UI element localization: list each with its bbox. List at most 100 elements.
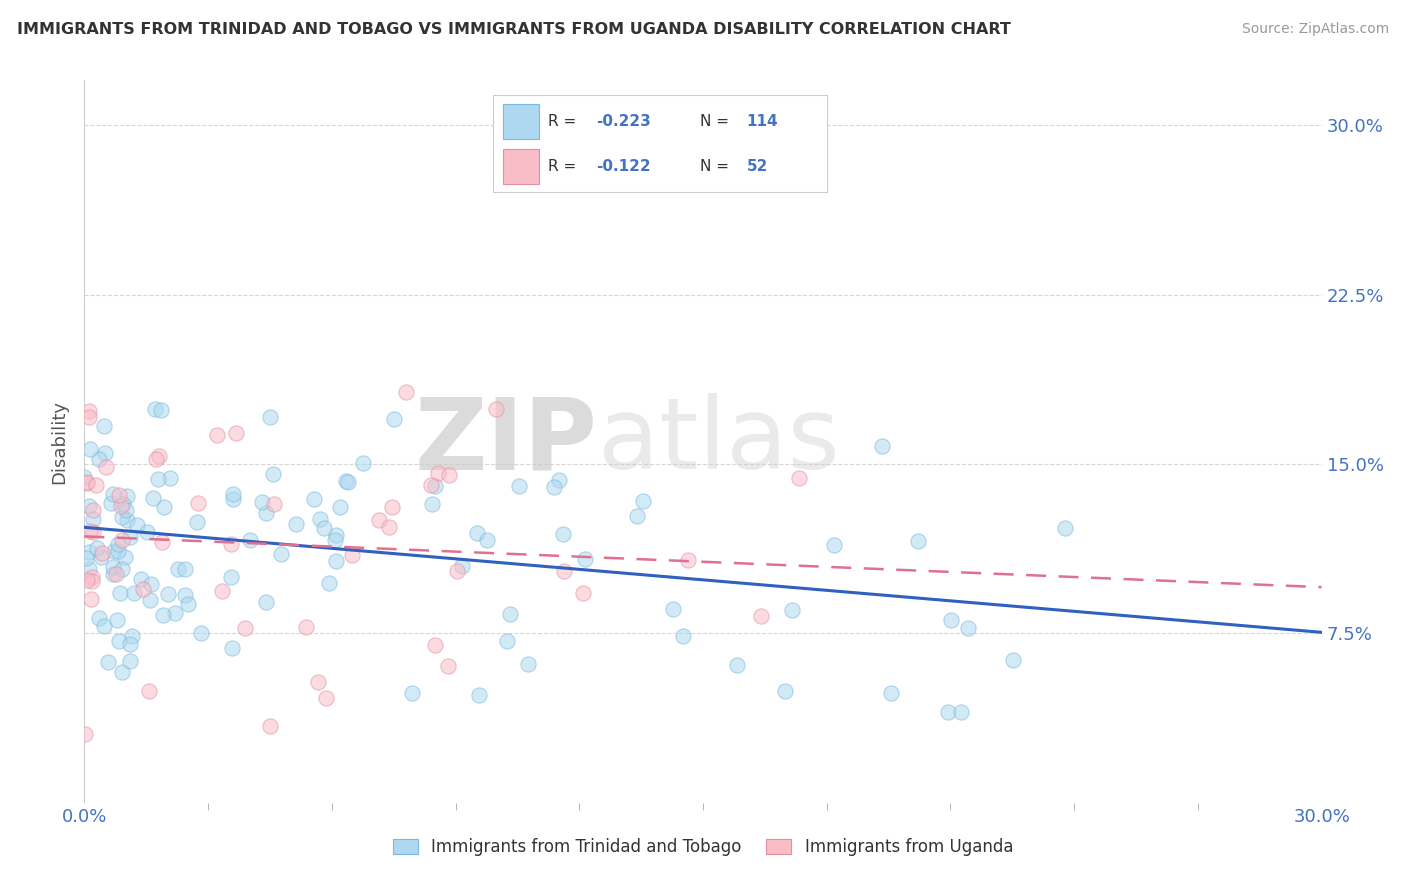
Point bbox=[108, 586, 131, 600]
Point bbox=[437, 659, 460, 673]
Point bbox=[222, 487, 245, 501]
Point bbox=[111, 562, 134, 576]
Point bbox=[76, 573, 98, 587]
Point bbox=[82, 524, 104, 539]
Point bbox=[87, 451, 110, 466]
Point bbox=[90, 549, 112, 564]
Point bbox=[139, 577, 162, 591]
Point bbox=[103, 543, 125, 558]
Legend: Immigrants from Trinidad and Tobago, Immigrants from Uganda: Immigrants from Trinidad and Tobago, Imm… bbox=[392, 838, 1014, 856]
Point bbox=[221, 641, 243, 656]
Point bbox=[187, 496, 209, 510]
Point bbox=[121, 629, 143, 643]
Point bbox=[100, 496, 122, 510]
Point bbox=[143, 402, 166, 417]
Point bbox=[262, 467, 284, 481]
Point bbox=[76, 475, 98, 490]
Point bbox=[79, 442, 101, 456]
Point bbox=[125, 518, 148, 533]
Point bbox=[96, 460, 118, 475]
Point bbox=[956, 622, 979, 636]
Point bbox=[420, 497, 443, 511]
Point bbox=[219, 536, 242, 550]
Point bbox=[145, 452, 167, 467]
Point bbox=[101, 560, 124, 574]
Point bbox=[325, 554, 347, 568]
Point bbox=[254, 595, 277, 609]
Point bbox=[315, 691, 337, 706]
Point bbox=[101, 487, 124, 501]
Point bbox=[907, 534, 929, 549]
Point bbox=[82, 511, 104, 525]
Point bbox=[309, 512, 332, 526]
Point bbox=[135, 524, 157, 539]
Point bbox=[101, 567, 124, 582]
Point bbox=[112, 498, 135, 512]
Point bbox=[336, 475, 359, 489]
Point bbox=[870, 439, 893, 453]
Text: atlas: atlas bbox=[598, 393, 839, 490]
Point bbox=[1001, 653, 1024, 667]
Point bbox=[152, 608, 174, 623]
Point bbox=[120, 654, 142, 668]
Point bbox=[749, 608, 772, 623]
Point bbox=[222, 491, 245, 506]
Point bbox=[496, 633, 519, 648]
Point bbox=[110, 499, 132, 513]
Point bbox=[153, 500, 176, 514]
Point bbox=[205, 428, 228, 442]
Point bbox=[451, 558, 474, 573]
Point bbox=[725, 657, 748, 672]
Point bbox=[186, 515, 208, 529]
Point bbox=[323, 533, 346, 548]
Point bbox=[105, 613, 128, 627]
Point bbox=[571, 586, 593, 600]
Text: Source: ZipAtlas.com: Source: ZipAtlas.com bbox=[1241, 22, 1389, 37]
Y-axis label: Disability: Disability bbox=[51, 400, 69, 483]
Point bbox=[939, 613, 962, 627]
Point bbox=[76, 475, 98, 489]
Point bbox=[787, 470, 810, 484]
Point bbox=[378, 520, 401, 534]
Point bbox=[329, 500, 352, 514]
Point bbox=[77, 499, 100, 513]
Point bbox=[149, 403, 172, 417]
Point bbox=[543, 480, 565, 494]
Point bbox=[104, 567, 127, 582]
Point bbox=[548, 474, 571, 488]
Point bbox=[111, 665, 134, 679]
Point bbox=[115, 513, 138, 527]
Point bbox=[80, 570, 103, 584]
Point bbox=[163, 606, 186, 620]
Point bbox=[110, 510, 132, 524]
Point bbox=[425, 479, 447, 493]
Point bbox=[211, 583, 233, 598]
Point bbox=[302, 491, 325, 506]
Point bbox=[190, 626, 212, 640]
Point bbox=[626, 508, 648, 523]
Point bbox=[295, 620, 318, 634]
Point bbox=[485, 402, 508, 417]
Text: ZIP: ZIP bbox=[415, 393, 598, 490]
Point bbox=[167, 562, 190, 576]
Point bbox=[82, 574, 104, 588]
Point bbox=[77, 404, 100, 418]
Point bbox=[107, 634, 129, 648]
Point bbox=[93, 618, 115, 632]
Point bbox=[780, 603, 803, 617]
Point bbox=[425, 638, 447, 652]
Point bbox=[259, 409, 281, 424]
Point bbox=[420, 478, 443, 492]
Point bbox=[86, 478, 108, 492]
Point bbox=[426, 467, 449, 481]
Point bbox=[86, 541, 108, 556]
Point bbox=[120, 637, 142, 651]
Point bbox=[108, 488, 131, 502]
Point bbox=[499, 607, 522, 621]
Point bbox=[129, 572, 152, 586]
Point bbox=[661, 602, 683, 616]
Point bbox=[239, 533, 262, 547]
Point bbox=[142, 491, 165, 505]
Point bbox=[225, 425, 247, 440]
Point bbox=[111, 533, 134, 547]
